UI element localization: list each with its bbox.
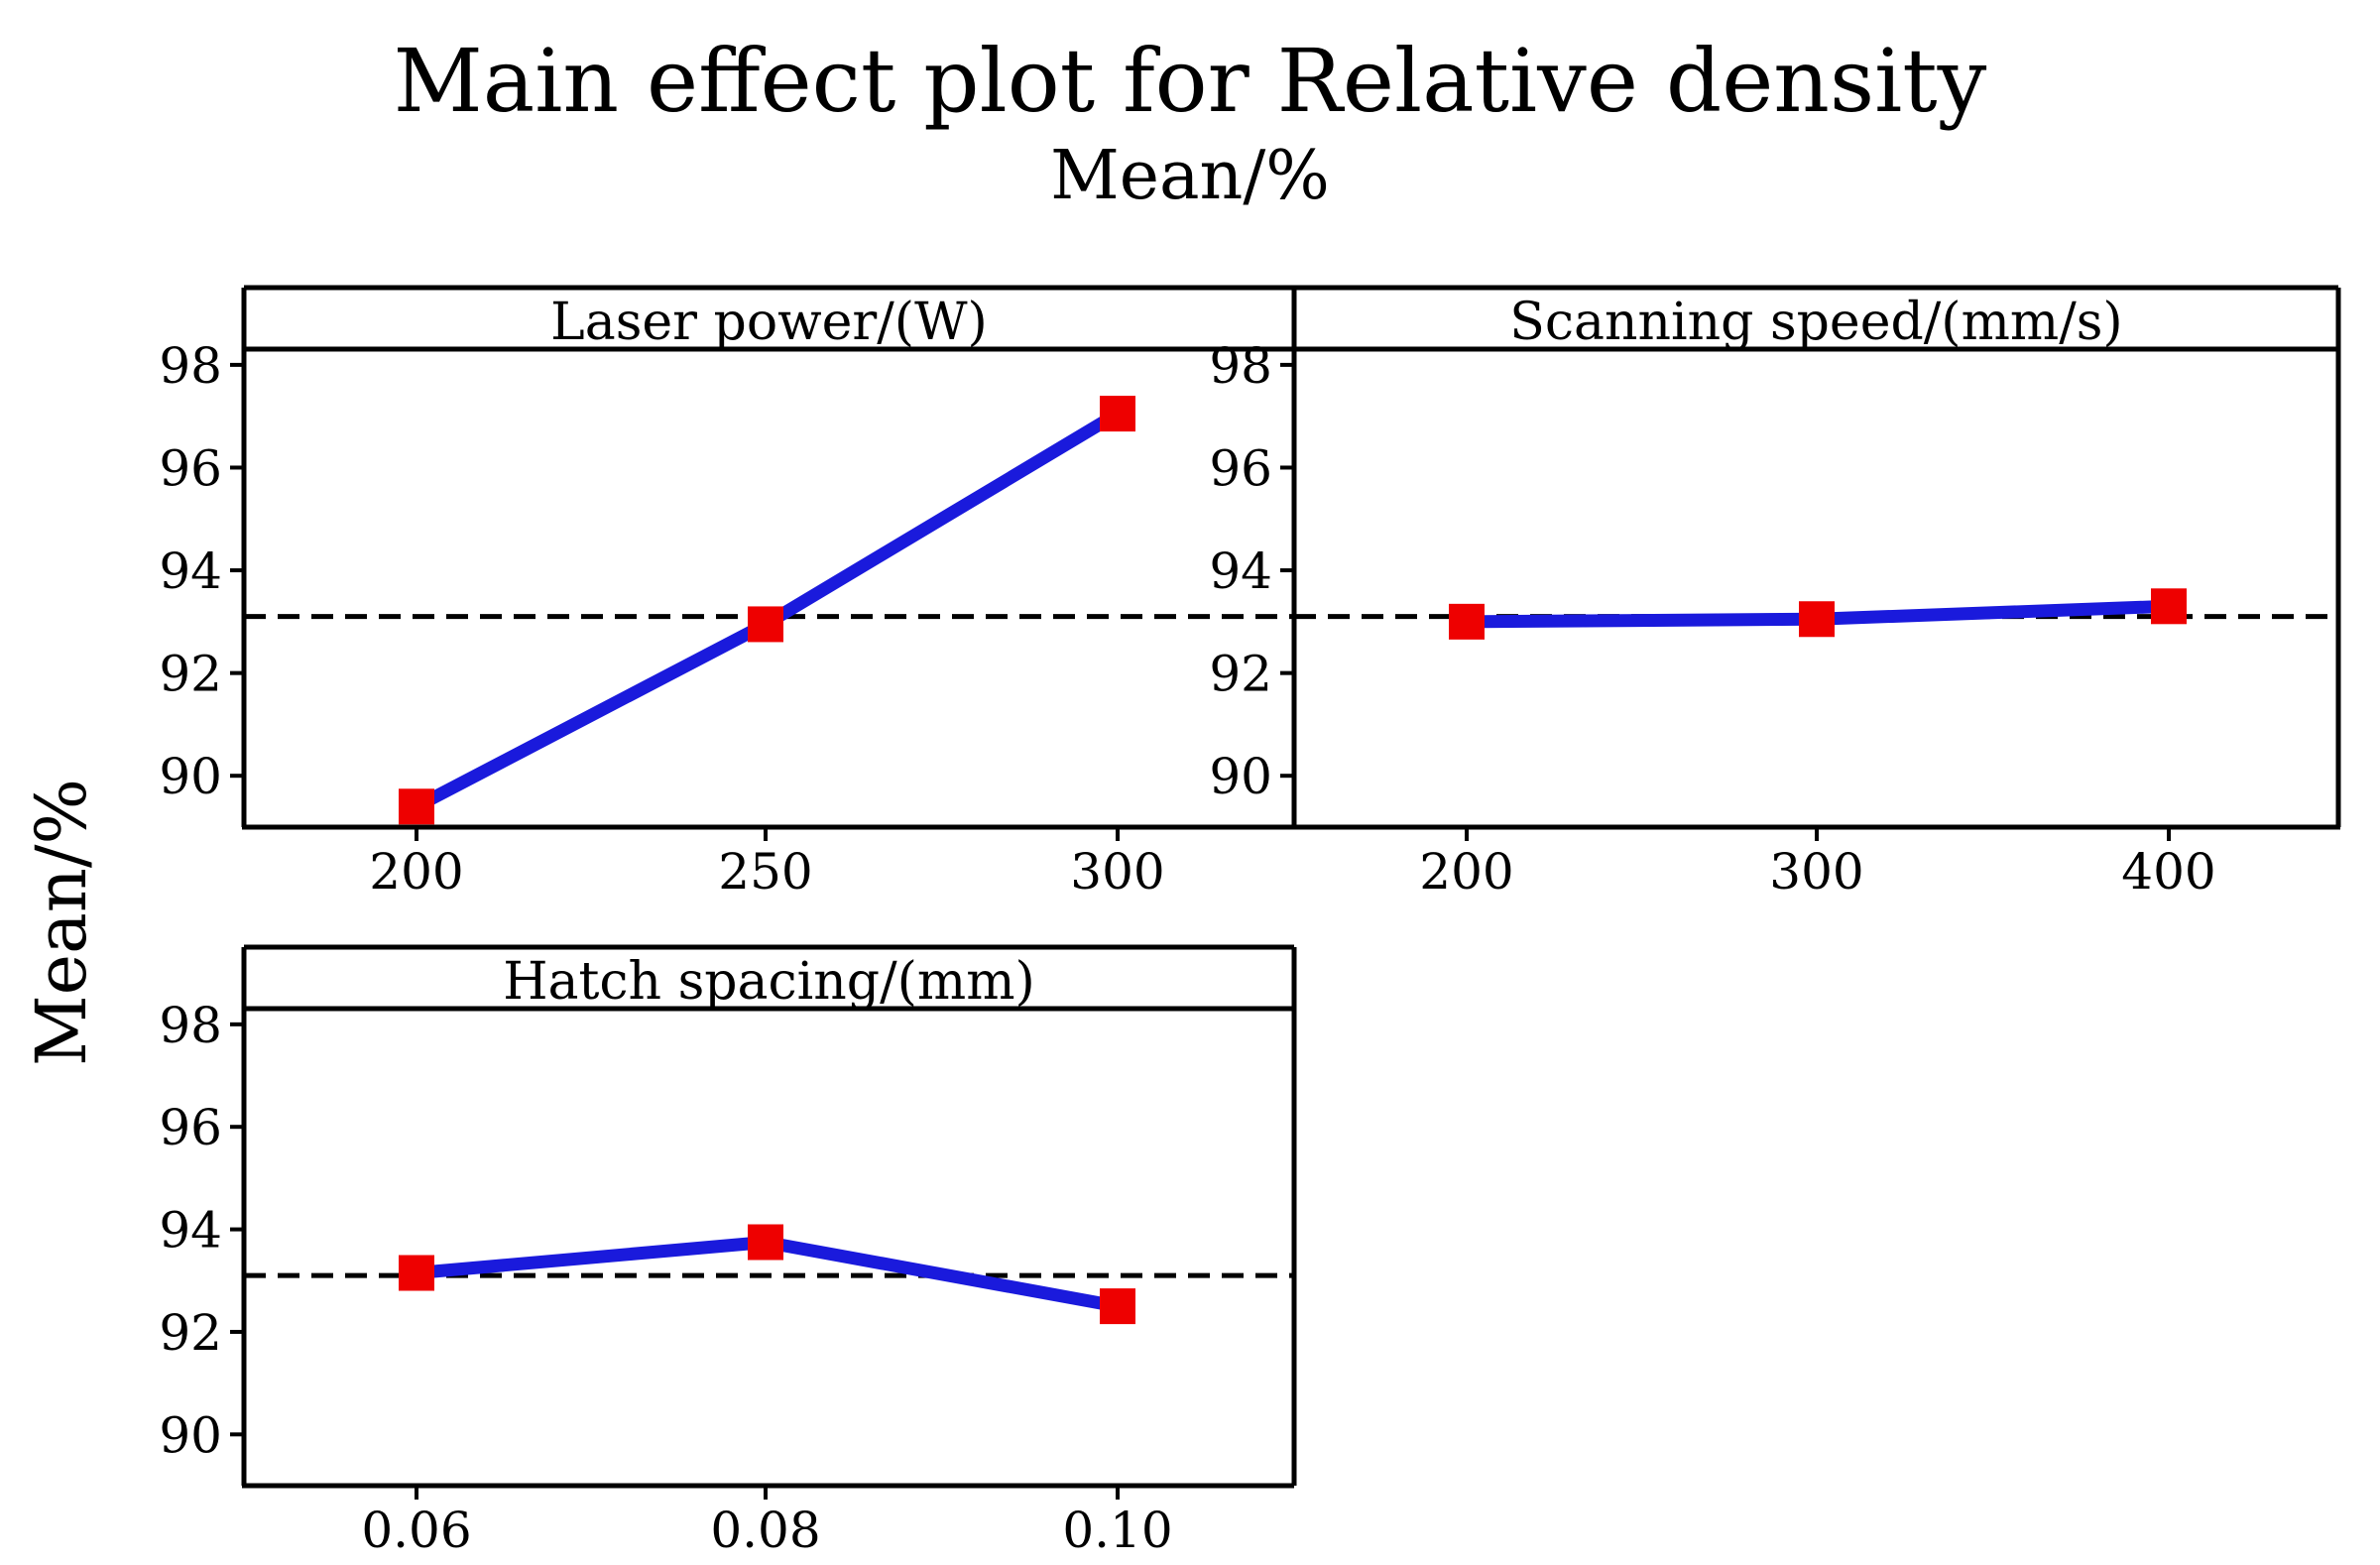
panel-3-x-tick-label: 0.08 [710, 1502, 820, 1559]
panel-3-header-label: Hatch spacing/(mm) [503, 952, 1035, 1012]
panel-1-data-point [748, 606, 783, 643]
panel-2-data-point [1799, 601, 1835, 638]
panel-3-data-point [1100, 1288, 1135, 1325]
panel-3-x-tick-label: 0.06 [361, 1502, 471, 1559]
panel-2-y-tick-label: 92 [1209, 646, 1272, 703]
panel-2-y-tick-label: 94 [1209, 542, 1272, 600]
panel-3-y-tick-label: 98 [159, 997, 222, 1054]
panel-3-y-tick-label: 96 [159, 1099, 222, 1156]
panel-2-data-point [2151, 588, 2187, 625]
panel-2-x-tick-label: 400 [2121, 843, 2215, 901]
panel-3-data-point [399, 1255, 434, 1291]
panel-2-data-point [1449, 603, 1485, 640]
panel-1-y-tick-label: 94 [159, 542, 222, 600]
panel-3-y-tick-label: 94 [159, 1202, 222, 1260]
panel-1-y-tick-label: 96 [159, 439, 222, 497]
panel-3-y-tick-label: 92 [159, 1304, 222, 1362]
panel-2-x-tick-label: 300 [1769, 843, 1863, 901]
chart-subtitle: Mean/% [1050, 137, 1330, 215]
panel-2-y-tick-label: 90 [1209, 748, 1272, 805]
chart-title: Main effect plot for Relative density [393, 30, 1987, 132]
panel-1-x-tick-label: 200 [369, 843, 463, 901]
panel-1-y-tick-label: 98 [159, 337, 222, 395]
panel-1-y-tick-label: 90 [159, 748, 222, 805]
panel-1-x-tick-label: 250 [718, 843, 812, 901]
panel-2-y-tick-label: 96 [1209, 439, 1272, 497]
panel-1-data-point [399, 788, 434, 825]
panel-2-header-label: Scanning speed/(mm/s) [1509, 293, 2122, 352]
panel-1-y-tick-label: 92 [159, 646, 222, 703]
panel-2-y-tick-label: 98 [1209, 337, 1272, 395]
panel-3-y-tick-label: 90 [159, 1406, 222, 1464]
panel-3-x-tick-label: 0.10 [1062, 1502, 1172, 1559]
panel-1-data-point [1100, 396, 1135, 432]
panel-1-header-label: Laser power/(W) [550, 293, 988, 352]
panel-3-data-point [748, 1224, 783, 1261]
panel-2-x-tick-label: 200 [1419, 843, 1513, 901]
panel-1-x-tick-label: 300 [1070, 843, 1164, 901]
